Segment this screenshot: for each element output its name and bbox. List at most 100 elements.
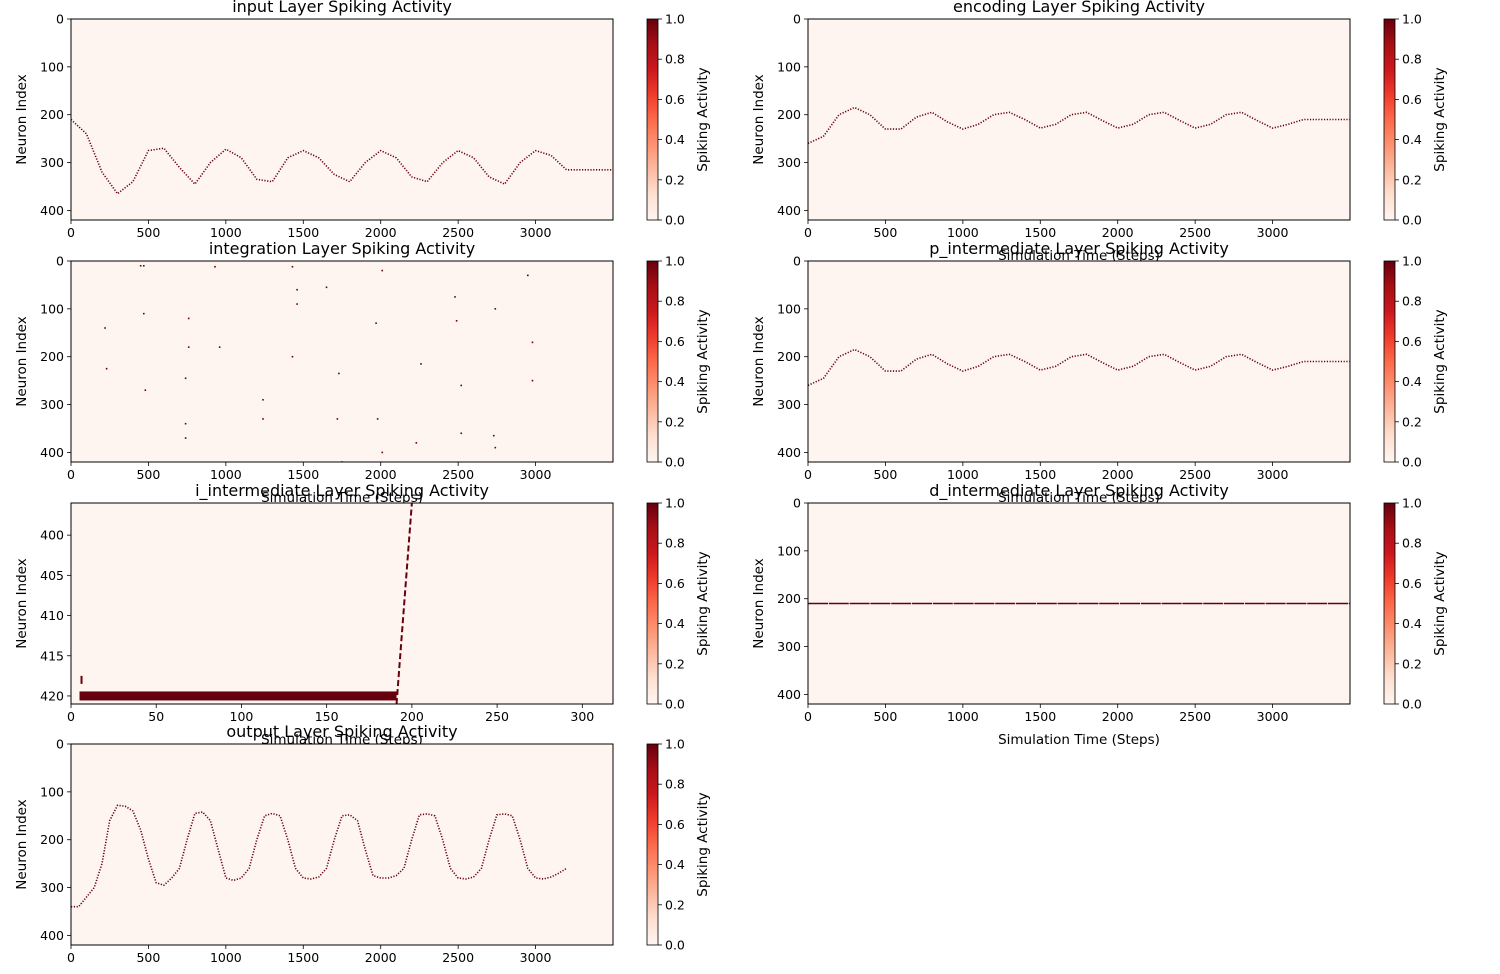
plot-title: d_intermediate Layer Spiking Activity (929, 481, 1229, 501)
x-tick-label: 500 (873, 225, 897, 240)
spike-data (808, 348, 1350, 387)
spike-point (381, 269, 384, 272)
colorbar-tick-label: 0.0 (1402, 455, 1422, 470)
x-tick-label: 2000 (365, 225, 397, 240)
colorbar-scale (646, 743, 659, 946)
colorbar-tick-label: 0.4 (665, 374, 685, 389)
spike-point (494, 446, 497, 449)
colorbar: 0.0 0.2 0.4 0.6 0.8 1.0 Spiking Activity (1383, 254, 1448, 470)
y-tick-label: 400 (40, 528, 64, 543)
y-tick-label: 410 (40, 608, 64, 623)
y-tick-label: 300 (40, 397, 64, 412)
y-tick-label: 300 (777, 155, 801, 170)
x-tick-label: 0 (67, 709, 75, 724)
axes-frame (70, 502, 614, 705)
y-tick-label: 100 (40, 784, 64, 799)
x-tick-label: 1000 (947, 467, 979, 482)
colorbar-tick-label: 0.8 (665, 777, 685, 792)
y-tick-label: 200 (777, 107, 801, 122)
colorbar-tick-label: 0.0 (665, 938, 685, 953)
plot-6: 0 500 1000 1500 2000 2500 3000 0 100 200 300 400 d_i… (751, 481, 1448, 748)
x-tick-label: 0 (804, 225, 812, 240)
x-tick-label: 100 (230, 709, 254, 724)
spike-point (415, 442, 418, 444)
spike-point (104, 327, 106, 329)
spike-point (336, 418, 339, 420)
colorbar-tick-label: 0.4 (665, 857, 685, 872)
x-axis-label: Simulation Time (Steps) (998, 248, 1160, 264)
colorbar-tick-label: 0.2 (1402, 172, 1422, 187)
spike-point (296, 303, 298, 305)
spike-point (494, 308, 497, 310)
axes-frame (807, 18, 1351, 221)
colorbar-tick-label: 1.0 (1402, 12, 1422, 27)
y-tick-label: 0 (793, 254, 801, 269)
spike-bar (79, 691, 397, 701)
colorbar: 0.0 0.2 0.4 0.6 0.8 1.0 Spiking Activity (1383, 496, 1448, 712)
y-tick-label: 100 (777, 301, 801, 316)
colorbar-tick-label: 0.0 (1402, 697, 1422, 712)
colorbar-tick-label: 0.6 (665, 92, 685, 107)
y-axis-label: Neuron Index (751, 74, 767, 165)
y-tick-label: 300 (40, 880, 64, 895)
spike-mark (80, 675, 83, 684)
spike-point (460, 432, 463, 435)
colorbar-tick-label: 0.0 (665, 455, 685, 470)
x-tick-label: 1500 (287, 467, 319, 482)
plot-5: 0 50 100 150 200 250 300 400 405 410 415 420 i_inter… (14, 481, 711, 748)
y-tick-label: 0 (793, 496, 801, 511)
x-tick-label: 0 (67, 225, 75, 240)
y-tick-label: 0 (56, 12, 64, 27)
x-tick-label: 2000 (365, 950, 397, 965)
y-axis-label: Neuron Index (14, 316, 30, 407)
spike-trace (71, 118, 613, 195)
heatmap-background (71, 19, 613, 220)
spike-point (338, 372, 340, 375)
x-axis-label: Simulation Time (Steps) (998, 490, 1160, 506)
x-tick-label: 3000 (520, 950, 552, 965)
y-tick-label: 400 (40, 445, 64, 460)
spike-point (420, 363, 422, 365)
colorbar-tick-label: 0.2 (665, 897, 685, 912)
x-tick-label: 500 (136, 467, 160, 482)
plot-title: i_intermediate Layer Spiking Activity (195, 481, 489, 501)
spike-point (214, 265, 216, 268)
x-tick-label: 1000 (947, 225, 979, 240)
colorbar-tick-label: 0.4 (665, 132, 685, 147)
x-tick-label: 0 (804, 467, 812, 482)
y-axis-label: Neuron Index (14, 799, 30, 890)
spike-data (104, 264, 534, 462)
spike-point (492, 434, 495, 437)
x-tick-label: 500 (136, 225, 160, 240)
colorbar-label: Spiking Activity (1432, 309, 1448, 413)
x-tick-label: 0 (67, 467, 75, 482)
colorbar-label: Spiking Activity (695, 551, 711, 655)
x-tick-label: 2500 (1179, 709, 1211, 724)
y-tick-label: 400 (777, 687, 801, 702)
colorbar-tick-label: 0.4 (1402, 374, 1422, 389)
plot-4: 0 500 1000 1500 2000 2500 3000 0 100 200 300 400 p_i… (751, 239, 1448, 506)
colorbar-tick-label: 0.8 (665, 52, 685, 67)
x-tick-label: 2500 (1179, 225, 1211, 240)
spike-point (184, 377, 187, 380)
heatmap-background (808, 261, 1350, 462)
spike-point (460, 384, 463, 387)
colorbar: 0.0 0.2 0.4 0.6 0.8 1.0 Spiking Activity (646, 12, 711, 228)
y-axis-label: Neuron Index (751, 558, 767, 649)
spike-point (105, 367, 108, 370)
spike-point (375, 322, 377, 325)
y-tick-label: 200 (777, 591, 801, 606)
colorbar-label: Spiking Activity (695, 309, 711, 413)
y-tick-label: 300 (40, 155, 64, 170)
y-tick-label: 300 (777, 639, 801, 654)
y-tick-label: 100 (40, 59, 64, 74)
spike-point (376, 418, 379, 420)
colorbar-tick-label: 1.0 (665, 12, 685, 27)
y-tick-label: 100 (40, 301, 64, 316)
x-tick-label: 1500 (1024, 467, 1056, 482)
spike-point (218, 346, 221, 348)
y-tick-label: 0 (56, 254, 64, 269)
plot-title: input Layer Spiking Activity (232, 0, 452, 16)
x-tick-label: 2000 (1102, 467, 1134, 482)
